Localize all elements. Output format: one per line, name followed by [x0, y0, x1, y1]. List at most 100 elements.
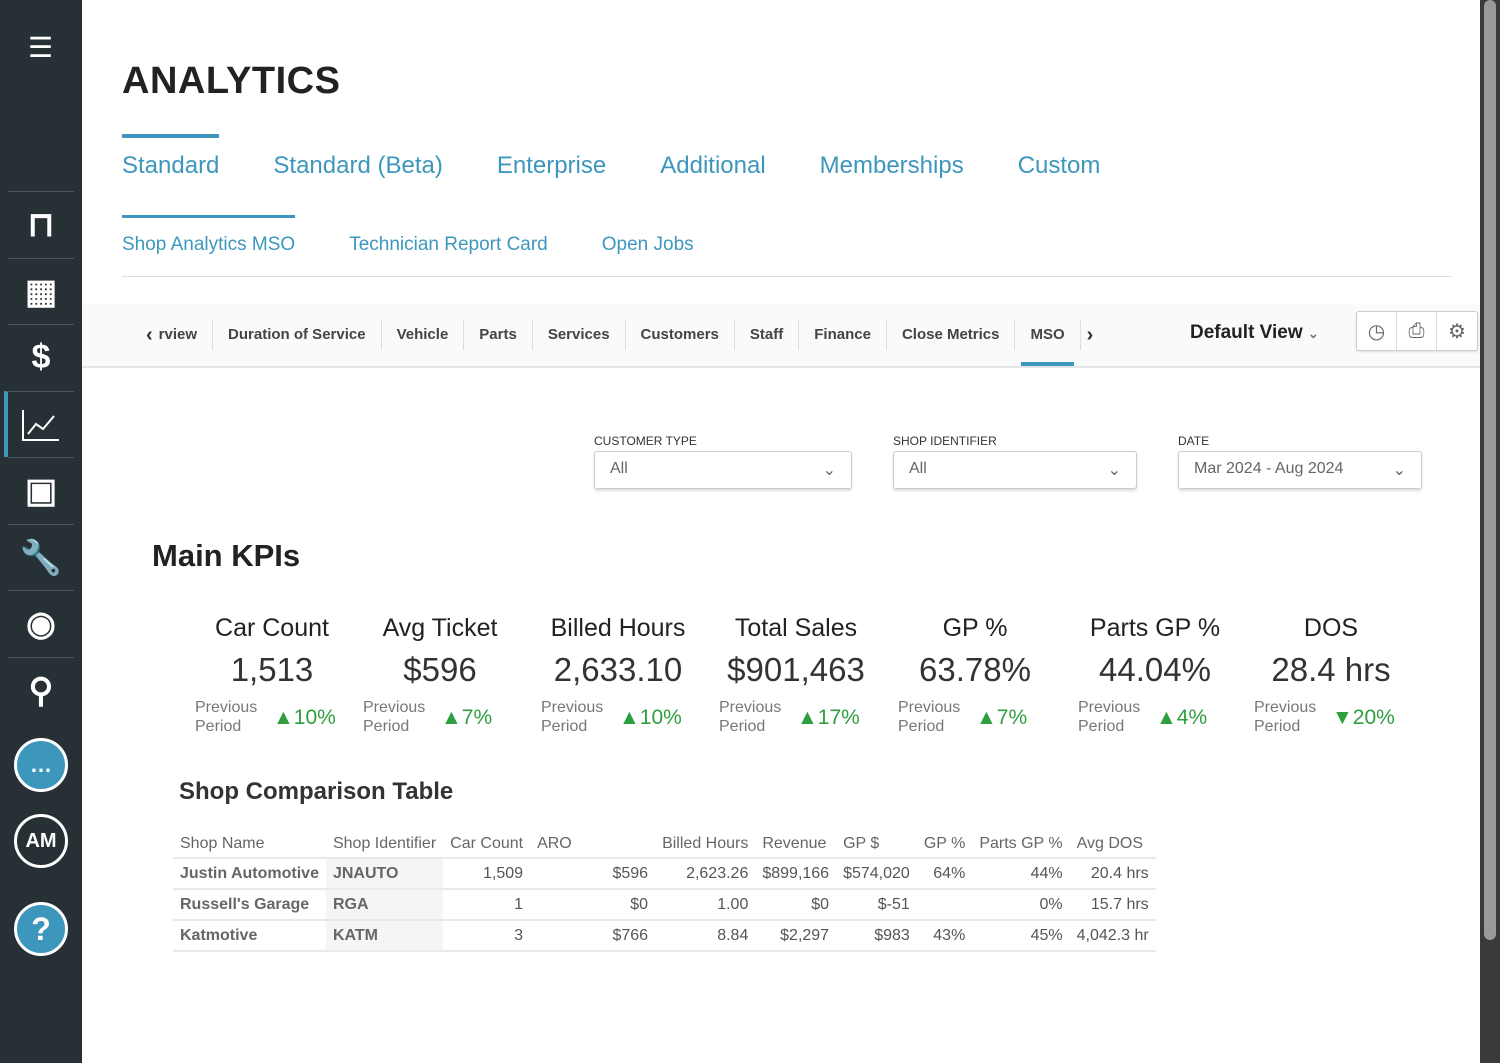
table-cell: 64% [916, 857, 973, 889]
subtab-technician-report-card[interactable]: Technician Report Card [349, 234, 548, 255]
page-title: ANALYTICS [122, 60, 341, 102]
customer-type-value: All [610, 460, 628, 477]
column-header[interactable]: Parts GP % [979, 834, 1063, 852]
tab-memberships[interactable]: Memberships [819, 152, 964, 179]
sidebar-item-shop-lift-icon[interactable]: ⊓ [8, 191, 74, 257]
table-cell: 43% [916, 919, 973, 952]
sidebar-item-tire-icon[interactable]: ◉ [8, 590, 74, 656]
date-label: DATE [1178, 434, 1210, 448]
report-tab-services[interactable]: Services [533, 320, 626, 350]
report-tab-overview[interactable]: rview [159, 320, 214, 350]
tab-enterprise[interactable]: Enterprise [496, 152, 607, 179]
kpi-value: 1,513 [230, 651, 314, 688]
column-header[interactable]: Shop Identifier [332, 834, 437, 852]
help-icon[interactable]: ? [14, 902, 68, 956]
subtab-open-jobs[interactable]: Open Jobs [601, 234, 694, 255]
kpi-change: ▲10% [273, 706, 336, 729]
report-tab-duration[interactable]: Duration of Service [213, 320, 382, 350]
kpi-value: 28.4 hrs [1271, 651, 1391, 688]
kpi-change: ▼20% [1332, 706, 1395, 729]
chevron-left-icon[interactable]: ‹ [146, 323, 153, 346]
report-tab-customers[interactable]: Customers [626, 320, 735, 350]
chevron-right-icon[interactable]: › [1086, 323, 1094, 346]
report-tab-close-metrics[interactable]: Close Metrics [887, 320, 1016, 350]
shop-identifier-value: All [909, 460, 927, 477]
table-cell: Russell's Garage [173, 888, 326, 920]
kpi-name: Total Sales [734, 614, 858, 642]
table-cell: 15.7 hrs [1069, 888, 1156, 920]
sidebar-item-inventory-icon[interactable]: 🔧 [8, 524, 74, 590]
column-header[interactable]: Shop Name [180, 834, 265, 852]
report-tab-mso[interactable]: MSO [1015, 320, 1081, 366]
toolbar-icons: ◷ ⎙ ⚙ [1356, 311, 1478, 351]
table-cell: $2,297 [755, 919, 837, 952]
tab-standard[interactable]: Standard [122, 134, 220, 179]
column-header[interactable]: Billed Hours [662, 834, 749, 852]
sidebar-item-dollar-icon[interactable]: $ [8, 324, 74, 390]
kpi-name: Parts GP % [1089, 614, 1221, 642]
table-cell: $766 [530, 919, 656, 952]
kpi-change: ▲4% [1156, 706, 1208, 729]
kpi-card: DOS 28.4 hrs Previous Period ▼20% [1246, 614, 1416, 735]
view-selector[interactable]: Default View ⌄ [1190, 322, 1319, 344]
kpi-card: Parts GP % 44.04% Previous Period ▲4% [1070, 614, 1240, 735]
subtab-shop-analytics-mso[interactable]: Shop Analytics MSO [122, 215, 296, 255]
column-header[interactable]: Car Count [450, 834, 524, 852]
sidebar-item-search-icon[interactable]: ⚲ [8, 657, 74, 723]
menu-icon[interactable]: ☰ [28, 32, 54, 63]
report-tab-parts[interactable]: Parts [464, 320, 533, 350]
report-tab-finance[interactable]: Finance [799, 320, 887, 350]
shop-identifier-select[interactable]: All ⌄ [893, 451, 1137, 489]
kpi-value: 44.04% [1099, 651, 1211, 688]
column-header[interactable]: GP % [923, 834, 966, 852]
kpi-previous-label: Previous Period [541, 699, 604, 735]
column-header[interactable]: Avg DOS [1076, 834, 1144, 852]
chat-icon[interactable]: … [14, 738, 68, 792]
schedule-icon[interactable]: ◷ [1357, 312, 1397, 350]
kpi-previous-label: Previous Period [1078, 699, 1141, 735]
customer-type-select[interactable]: All ⌄ [594, 451, 852, 489]
kpi-value: 63.78% [919, 651, 1031, 688]
column-header[interactable]: GP $ [843, 834, 880, 852]
table-cell [916, 888, 973, 920]
column-header[interactable]: Revenue [762, 834, 827, 852]
scrollbar-thumb[interactable] [1484, 0, 1496, 940]
report-tab-vehicle[interactable]: Vehicle [382, 320, 465, 350]
sidebar-item-calendar-icon[interactable]: ▦ [8, 258, 74, 324]
table-heading: Shop Comparison Table [179, 778, 454, 805]
kpi-name: DOS [1303, 614, 1359, 642]
tab-additional[interactable]: Additional [660, 152, 766, 179]
gear-icon[interactable]: ⚙ [1448, 320, 1466, 343]
shop-comparison-table: Shop Name Shop Identifier Car Count ARO Bill… [173, 830, 1156, 952]
sidebar-item-analytics-icon[interactable] [4, 391, 74, 457]
tab-custom[interactable]: Custom [1017, 152, 1101, 179]
table-cell: KATM [325, 919, 444, 952]
customer-type-label: CUSTOMER TYPE [594, 434, 697, 448]
column-header[interactable]: ARO [537, 834, 572, 852]
table-cell: 20.4 hrs [1069, 857, 1156, 889]
kpi-name: Car Count [215, 614, 329, 642]
date-select[interactable]: Mar 2024 - Aug 2024 ⌄ [1178, 451, 1422, 489]
main-tabs: Standard Standard (Beta) Enterprise Addi… [122, 134, 1101, 180]
chevron-down-icon: ⌄ [1107, 462, 1121, 479]
table-cell: RGA [325, 888, 444, 920]
report-tabs: ‹ rview Duration of Service Vehicle Part… [140, 304, 1099, 366]
table-cell: $574,020 [836, 857, 917, 889]
kpi-previous-label: Previous Period [898, 699, 961, 735]
sidebar-item-contacts-icon[interactable]: ▣ [8, 457, 74, 523]
kpi-name: GP % [942, 614, 1008, 642]
account-avatar[interactable]: AM [14, 814, 68, 868]
kpi-previous-label: Previous Period [195, 699, 258, 735]
kpi-previous-label: Previous Period [1254, 699, 1317, 735]
table-cell: $0 [530, 888, 656, 920]
print-icon[interactable]: ⎙ [1397, 312, 1437, 350]
table-cell: $899,166 [755, 857, 837, 889]
report-tab-staff[interactable]: Staff [735, 320, 800, 350]
kpi-value: $596 [403, 651, 477, 688]
kpi-card: Total Sales $901,463 Previous Period ▲17… [711, 614, 881, 735]
table-cell: JNAUTO [325, 857, 444, 889]
table-cell: $596 [530, 857, 656, 889]
tab-standard-beta[interactable]: Standard (Beta) [273, 152, 443, 179]
divider [122, 276, 1452, 277]
kpi-card: GP % 63.78% Previous Period ▲7% [890, 614, 1060, 735]
